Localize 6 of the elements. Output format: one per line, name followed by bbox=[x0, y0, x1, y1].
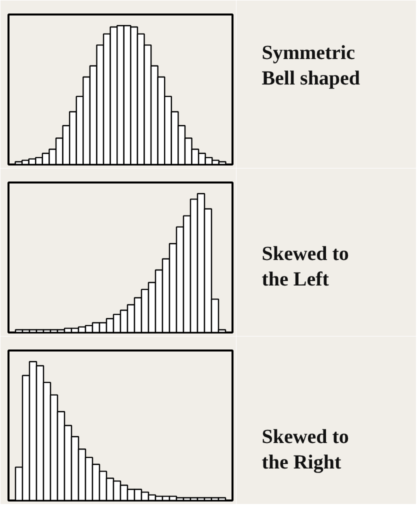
text: Bell shaped bbox=[262, 68, 360, 90]
text: the Left bbox=[262, 268, 330, 290]
text: Symmetric bbox=[262, 42, 356, 64]
text: Skewed to bbox=[262, 426, 349, 448]
text: Skewed to bbox=[262, 243, 349, 265]
text: the Right bbox=[262, 452, 342, 474]
